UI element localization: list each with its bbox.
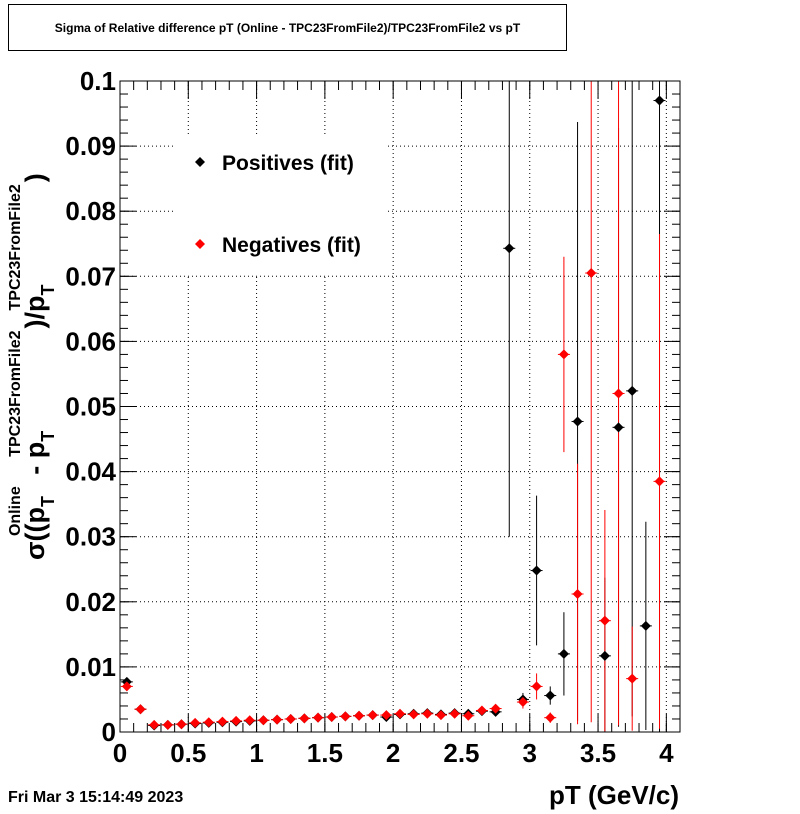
negative-point [395,708,405,719]
ylabel-sup-tpc2: TPC23FromFile2 [7,184,24,310]
y-tick-label: 0.08 [65,196,116,226]
positive-point [545,690,556,701]
negative-point [231,715,242,726]
negative-point [272,714,283,725]
y-axis-label: σ((pTOnline - pTTPC23FromFile2)/pTTPC23F… [7,173,58,560]
positive-point [572,416,583,427]
legend: Positives (fit) Negatives (fit) [176,135,386,275]
y-tick-label: 0.01 [65,652,116,682]
ylabel-sub-t1: T [38,496,58,507]
y-tick-labels: 0 0.01 0.02 0.03 0.04 0.05 0.06 0.07 0.08 0.09 0.1 [65,66,116,747]
positive-point [531,565,542,576]
negative-point [627,673,638,684]
x-tick-label: 0.5 [170,738,206,768]
negative-point [558,349,569,360]
ylabel-sub-t2: T [38,431,58,442]
x-tick-label: 3 [523,738,537,768]
negative-point [599,615,610,626]
ylabel-end: ) [20,173,50,182]
negative-point [367,710,378,721]
x-tick-label: 1 [249,738,263,768]
ylabel-minus: - p [20,442,50,483]
y-tick-label: 0.1 [80,66,116,96]
negative-point [121,681,132,692]
x-tick-labels: 0 0.5 1 1.5 2 2.5 3 3.5 4 [113,738,674,768]
positive-point [627,385,638,396]
negative-point [381,710,392,721]
x-tick-label: 2 [386,738,400,768]
legend-marker-positives [195,157,205,167]
negative-point [313,712,324,723]
y-tick-label: 0 [102,717,116,747]
negative-point [354,710,365,721]
negative-point [203,717,214,728]
negative-point [490,703,501,714]
x-tick-label: 3.5 [580,738,616,768]
negative-point [176,719,187,730]
plot-frame [119,80,681,733]
legend-marker-negatives [195,239,205,249]
negative-point [586,268,597,279]
negative-point [449,708,460,719]
data-markers [121,95,665,731]
negative-point [435,710,446,721]
positive-point [599,650,610,661]
negative-point [217,716,228,727]
negative-point [149,719,160,730]
y-tick-label: 0.03 [65,522,116,552]
x-tick-label: 0 [113,738,127,768]
negative-point [531,681,542,692]
x-tick-label: 2.5 [443,738,479,768]
y-tick-label: 0.05 [65,392,116,422]
x-axis-label: pT (GeV/c) [548,780,679,810]
negative-point [340,711,351,722]
y-tick-label: 0.02 [65,587,116,617]
negative-point [299,713,310,724]
ylabel-sup-online: Online [7,486,24,536]
ylabel-close: )/p [20,296,50,329]
negative-point [258,715,269,726]
negative-point [190,717,201,728]
negative-point [244,715,255,726]
x-tick-label: 1.5 [307,738,343,768]
negative-point [613,388,624,399]
ylabel-sub-t3: T [38,285,58,296]
y-tick-label: 0.07 [65,261,116,291]
ylabel-sigma: σ((p [20,507,50,560]
y-tick-label: 0.09 [65,131,116,161]
chart-title: Sigma of Relative difference pT (Online … [8,4,567,51]
positive-point [558,648,569,659]
positive-point [613,422,624,433]
negative-point [654,476,665,487]
positive-point [654,95,665,106]
negative-point [285,713,296,724]
negative-point [463,710,474,721]
negative-point [162,719,173,730]
negative-point [476,705,487,716]
timestamp: Fri Mar 3 15:14:49 2023 [8,789,184,806]
y-tick-label: 0.06 [65,326,116,356]
negative-point [326,712,337,723]
negative-point [422,708,433,719]
x-tick-label: 4 [659,738,674,768]
legend-box [176,135,386,275]
y-tick-label: 0.04 [65,457,116,487]
positive-point [640,620,651,631]
ylabel-sup-tpc1: TPC23FromFile2 [7,330,24,456]
legend-label-negatives: Negatives (fit) [222,234,361,257]
legend-label-positives: Positives (fit) [222,152,354,175]
negative-point [572,588,583,599]
negative-point [545,712,556,723]
negative-point [135,704,146,715]
negative-point [517,697,528,708]
negative-point [408,709,419,720]
positive-point [504,243,515,254]
